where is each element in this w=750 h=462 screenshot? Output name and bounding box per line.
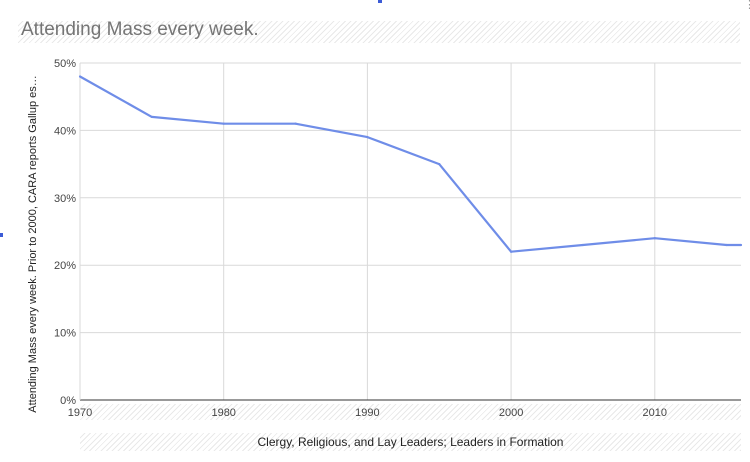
x-tick-label: 1980 [211, 407, 235, 419]
x-axis-title-background [80, 433, 741, 451]
data-point [438, 163, 441, 166]
data-point [509, 250, 513, 253]
selection-marker-left [0, 233, 3, 237]
data-point [725, 243, 728, 247]
y-tick-label: 30% [54, 193, 76, 205]
x-tick-label: 2010 [643, 407, 667, 419]
y-tick-label: 20% [54, 260, 76, 272]
more-options-icon[interactable]: ⋮ [744, 0, 750, 11]
selection-marker-top [378, 0, 382, 3]
data-point [739, 243, 743, 247]
y-tick-label: 40% [54, 125, 76, 137]
x-axis-background [80, 404, 741, 420]
x-tick-label: 1990 [355, 407, 379, 419]
data-point [294, 122, 297, 125]
data-point [581, 243, 585, 247]
data-point [653, 237, 656, 240]
data-point [366, 136, 369, 139]
x-tick-label: 2000 [499, 407, 523, 419]
chart-title: Attending Mass every week. [21, 19, 259, 40]
y-tick-label: 0% [60, 395, 76, 407]
data-point [78, 75, 82, 78]
data-point [222, 122, 225, 125]
x-tick-label: 1970 [68, 407, 92, 419]
y-tick-label: 50% [54, 58, 76, 70]
data-point [150, 115, 153, 119]
y-tick-label: 10% [54, 328, 76, 340]
x-axis-title: Clergy, Religious, and Lay Leaders; Lead… [257, 435, 564, 449]
series-line [79, 75, 741, 253]
title-background [18, 21, 740, 43]
